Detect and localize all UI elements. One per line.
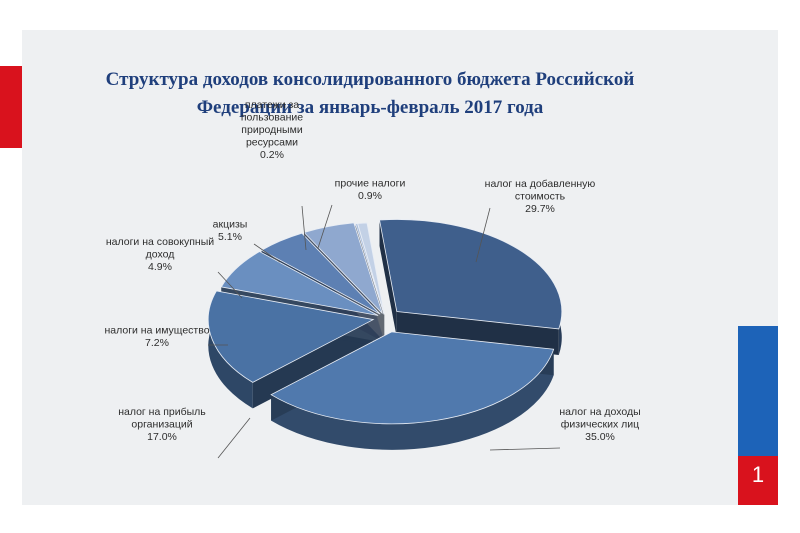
data-label-text: платежи за: [245, 99, 299, 111]
data-label-text: налоги на совокупный: [106, 236, 214, 248]
pie-slice: [260, 232, 381, 315]
data-label-text: налоги на имущество: [104, 325, 209, 337]
leader-line: [253, 243, 281, 263]
pie-slice-side: [271, 349, 554, 450]
data-label-value: 35.0%: [585, 431, 615, 443]
leader-line: [301, 205, 307, 251]
pie-slice: [270, 331, 555, 425]
leader-line: [489, 447, 561, 451]
data-label-text: пользование: [241, 112, 303, 124]
chart-title: Структура доходов консолидированного бюд…: [60, 66, 680, 122]
leader-line: [475, 207, 491, 263]
pie-slice: [379, 219, 563, 330]
pie-slice: [357, 222, 385, 315]
data-label-value: 17.0%: [147, 431, 177, 443]
red-accent-bar: [0, 66, 22, 148]
chart-title-line-1: Структура доходов консолидированного бюд…: [105, 69, 635, 90]
data-label-text: прочие налоги: [335, 178, 406, 190]
data-label-value: 7.2%: [145, 337, 169, 349]
pie-slice: [207, 290, 375, 383]
pie-slice-wall: [396, 311, 559, 355]
data-label-text: ресурсами: [246, 137, 298, 149]
data-label-value: 0.2%: [260, 149, 284, 161]
pie-slice: [220, 251, 379, 316]
data-label-text: налог на прибыль: [118, 406, 206, 418]
data-label-text: стоимость: [515, 191, 566, 203]
data-label-text: акцизы: [213, 219, 248, 231]
chart-title-line-2: Федерации за январь-февраль 2017 года: [196, 97, 544, 118]
pie-slice-wall: [252, 319, 374, 409]
data-label-text: налог на добавленную: [485, 178, 596, 190]
leader-line: [317, 204, 333, 249]
flag-red-stripe: [738, 456, 778, 505]
data-label-value: 5.1%: [218, 231, 242, 243]
leader-line: [217, 417, 251, 459]
page-number: 1: [751, 462, 765, 487]
data-label-text: физических лиц: [561, 419, 639, 431]
data-label-text: налог на доходы: [559, 406, 640, 418]
flag-stripe: [738, 326, 778, 505]
data-label-value: 4.9%: [148, 261, 172, 273]
leader-line: [217, 271, 243, 299]
pie-slice-side: [208, 290, 253, 409]
data-label-text: организаций: [131, 419, 192, 431]
data-label-value: 29.7%: [525, 203, 555, 215]
data-label-text: доход: [146, 249, 175, 261]
pie-tops: [207, 219, 563, 425]
pie-slice-wall: [379, 220, 397, 338]
flag-blue-stripe: [738, 326, 778, 456]
data-label-text: природными: [241, 124, 303, 136]
data-label-value: 0.9%: [358, 190, 382, 202]
